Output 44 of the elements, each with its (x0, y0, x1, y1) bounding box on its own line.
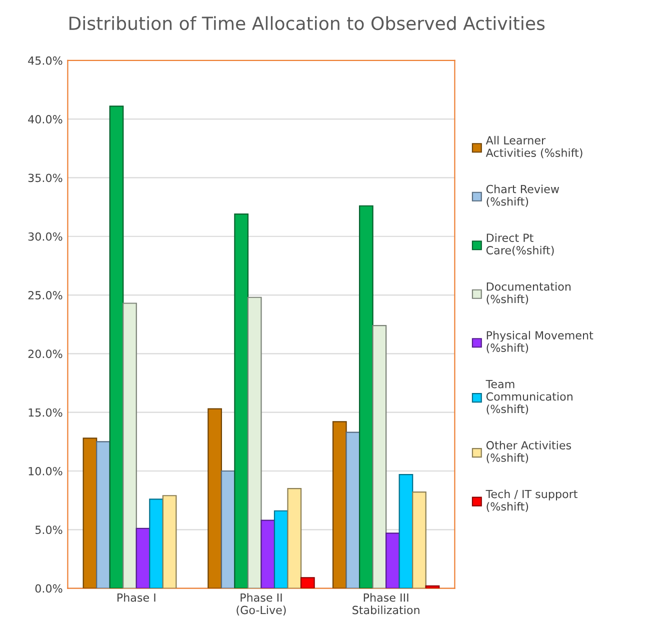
legend-label: Physical Movement (%shift) (486, 330, 594, 354)
x-tick-label: Phase II (Go-Live) (236, 593, 286, 616)
bar (372, 324, 387, 588)
chart-title: Distribution of Time Allocation to Observed Activities (69, 16, 545, 30)
bar (332, 421, 347, 588)
bar (122, 302, 137, 588)
bar (358, 205, 374, 588)
y-tick-label: 10.0% (28, 466, 62, 476)
y-tick-label: 15.0% (28, 408, 62, 417)
y-tick-label: 30.0% (28, 232, 62, 241)
bar (109, 106, 124, 588)
legend-label: All Learner Activities (%shift) (486, 136, 582, 158)
bar (412, 492, 426, 588)
bar (300, 577, 315, 588)
legend-label: Direct Pt Care(%shift) (486, 233, 554, 256)
y-tick-label: 5.0% (35, 526, 62, 534)
x-tick-label: Phase III Stabilization (352, 593, 420, 614)
bar (260, 520, 276, 588)
bar (162, 495, 177, 588)
bar (234, 214, 249, 588)
bar (346, 432, 360, 588)
y-tick-label: 0.0% (35, 584, 62, 593)
y-tick-label: 35.0% (28, 174, 62, 182)
bar (136, 528, 150, 588)
bar (149, 498, 164, 588)
legend-label: Documentation (%shift) (486, 282, 571, 305)
y-tick-label: 25.0% (28, 291, 62, 300)
bar (220, 470, 236, 588)
bar (208, 408, 222, 588)
legend-label: Other Activities (%shift) (486, 440, 572, 464)
x-tick-label: Phase I (117, 593, 156, 602)
bar (247, 296, 262, 588)
y-tick-label: 20.0% (28, 350, 62, 358)
bar (96, 441, 110, 588)
bar (398, 474, 414, 588)
bar (287, 488, 302, 588)
bar (274, 510, 288, 588)
bar (82, 438, 98, 588)
y-tick-label: 45.0% (28, 56, 62, 65)
bar (386, 532, 400, 588)
legend-label: Chart Review (%shift) (486, 184, 560, 208)
legend-label: Tech / IT support (%shift) (486, 490, 578, 512)
legend-label: Team Communication (%shift) (486, 380, 572, 414)
y-tick-label: 40.0% (28, 115, 62, 124)
